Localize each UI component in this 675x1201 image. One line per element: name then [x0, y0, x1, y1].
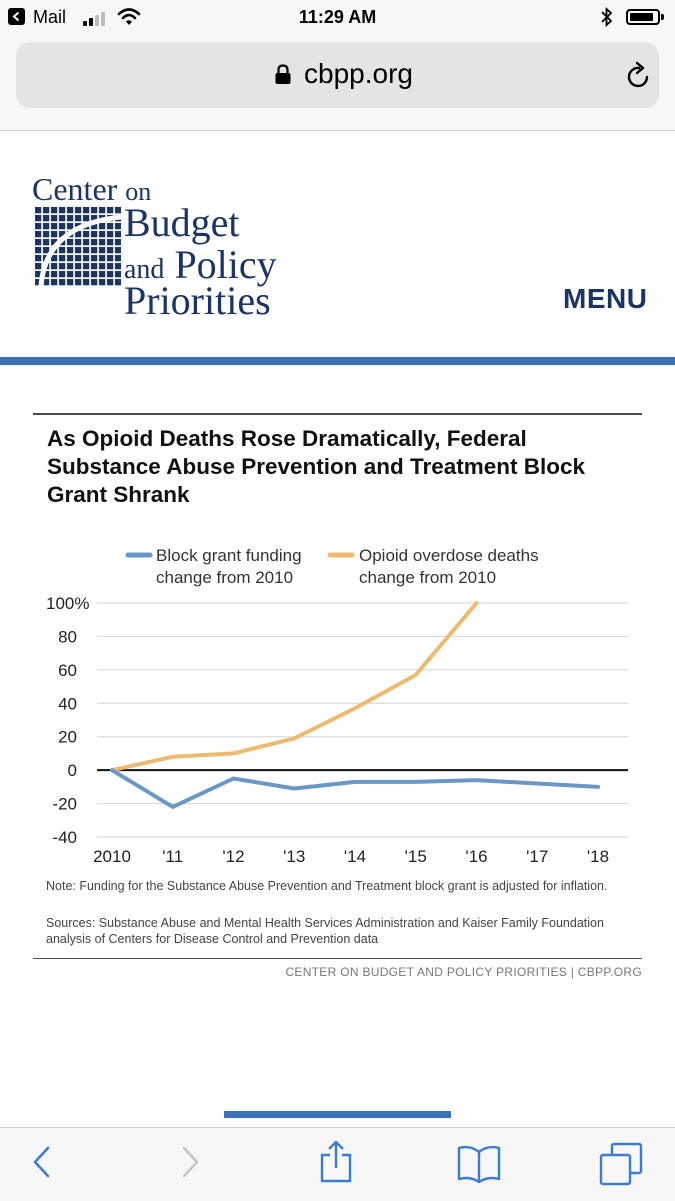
series-line-block-grant	[110, 768, 600, 809]
scroll-indicator	[224, 1111, 451, 1118]
y-tick-label: 20	[58, 728, 77, 747]
share-icon[interactable]	[318, 1140, 354, 1184]
address-bar[interactable]: cbpp.org	[16, 42, 659, 108]
logo-line-1: Center on	[32, 171, 151, 208]
x-tick-label: '18	[587, 847, 609, 866]
logo-word-policy: Policy	[174, 242, 277, 287]
cbpp-logo[interactable]: Center on Budget and Policy Priorities	[32, 171, 292, 323]
chart-title: As Opioid Deaths Rose Dramatically, Fede…	[47, 426, 586, 507]
chart-note: Note: Funding for the Substance Abuse Pr…	[46, 879, 608, 893]
menu-button[interactable]: MENU	[563, 283, 648, 314]
cellular-signal-icon	[83, 10, 113, 26]
svg-text:Block grant funding chan: Block grant funding change from 2010	[156, 546, 306, 587]
y-tick-label: 40	[58, 694, 77, 713]
y-tick-label: 80	[58, 627, 77, 646]
forward-arrow-icon[interactable]	[178, 1144, 202, 1180]
tabs-icon[interactable]	[598, 1142, 644, 1186]
legend-label-opioid-deaths-line1: Opioid overdose deaths	[359, 546, 539, 565]
header-divider	[0, 357, 675, 365]
svg-text:Opioid overdose deaths c: Opioid overdose deaths change from 2010	[359, 546, 543, 587]
y-tick-label: 60	[58, 661, 77, 680]
figure-credit: CENTER ON BUDGET AND POLICY PRIORITIES |…	[285, 965, 642, 979]
series-line-opioid-deaths	[110, 601, 479, 773]
x-tick-label: 2010	[93, 847, 131, 866]
status-bar: Mail 11:29 AM	[0, 0, 675, 34]
x-tick-label: '15	[405, 847, 427, 866]
x-tick-label: '11	[162, 847, 183, 866]
figure-bottom-rule	[33, 958, 642, 959]
reload-icon[interactable]	[626, 60, 652, 90]
back-to-app-icon[interactable]	[8, 8, 25, 25]
figure-top-rule	[33, 413, 642, 415]
x-tick-label: '13	[283, 847, 305, 866]
x-tick-label: '16	[465, 847, 487, 866]
logo-word-priorities: Priorities	[124, 278, 271, 323]
wifi-icon	[117, 8, 141, 25]
clock: 11:29 AM	[298, 7, 377, 27]
logo-grid-icon	[35, 207, 121, 287]
x-tick-label: '12	[222, 847, 244, 866]
site-header: Center on Budget and Policy Priorities M…	[0, 131, 675, 359]
logo-word-center: Center	[32, 171, 118, 207]
browser-chrome: cbpp.org	[0, 34, 675, 131]
logo-word-budget: Budget	[124, 200, 240, 245]
url-text[interactable]: cbpp.org	[304, 58, 413, 89]
logo-word-on: on	[125, 177, 152, 206]
chart-legend: Block grant funding change from 2010 Opi…	[125, 546, 543, 587]
back-arrow-icon[interactable]	[30, 1144, 54, 1180]
x-tick-label: '17	[526, 847, 548, 866]
battery-icon	[626, 9, 660, 25]
y-tick-label: 0	[68, 761, 77, 780]
legend-label-block-grant-line1: Block grant funding	[156, 546, 302, 565]
battery-level	[630, 13, 654, 21]
x-tick-label: '14	[344, 847, 366, 866]
legend-label-opioid-deaths-line2: change from 2010	[359, 568, 496, 587]
logo-line-3: and Policy	[124, 241, 277, 288]
lock-icon	[275, 64, 291, 84]
browser-toolbar	[0, 1127, 675, 1201]
bookmarks-icon[interactable]	[456, 1144, 502, 1184]
logo-word-and: and	[124, 254, 165, 285]
bluetooth-icon	[601, 7, 613, 27]
chart-sources: Sources: Substance Abuse and Mental Heal…	[46, 916, 604, 946]
legend-label-block-grant-line2: change from 2010	[156, 568, 293, 587]
battery-cap	[661, 14, 664, 20]
y-tick-label: 100%	[46, 594, 89, 613]
y-tick-label: -40	[52, 828, 77, 847]
y-tick-label: -20	[52, 795, 77, 814]
line-chart: Block grant funding change from 2010 Opi…	[46, 546, 628, 866]
back-app-label[interactable]: Mail	[33, 7, 67, 27]
